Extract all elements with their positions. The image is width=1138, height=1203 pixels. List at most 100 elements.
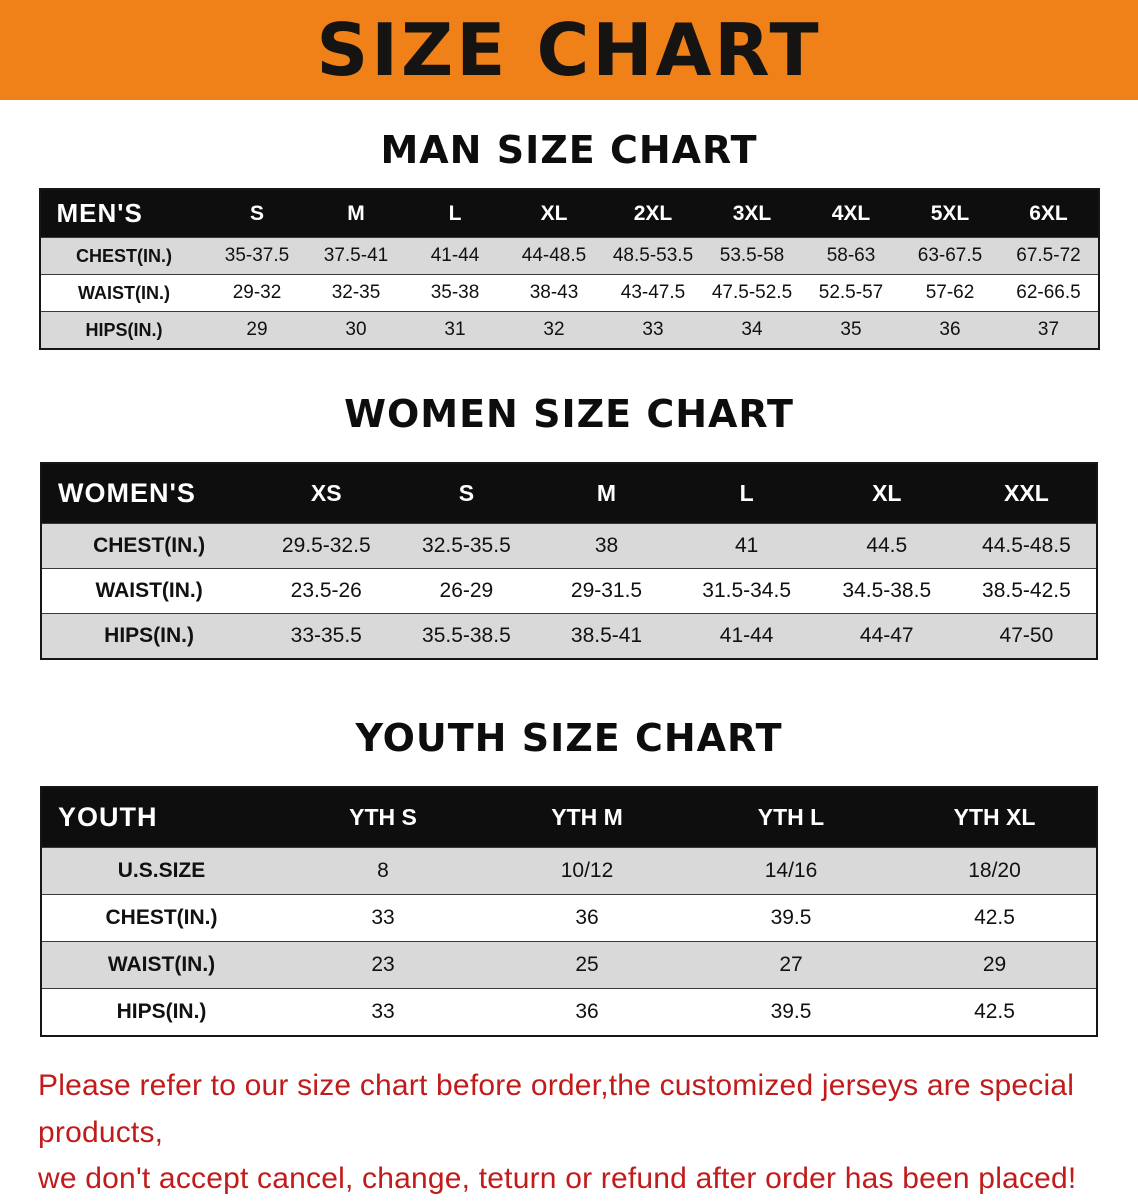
column-header: YTH L bbox=[689, 787, 893, 848]
table-row: WAIST(IN.) 23 25 27 29 bbox=[41, 941, 1097, 989]
size-cell: 35-38 bbox=[405, 274, 505, 312]
size-cell: 41-44 bbox=[405, 237, 505, 275]
size-cell: 31.5-34.5 bbox=[676, 568, 817, 614]
size-cell: 27 bbox=[689, 941, 893, 989]
table-row: HIPS(IN.) 29 30 31 32 33 34 35 36 37 bbox=[39, 311, 1099, 349]
size-cell: 33 bbox=[281, 894, 485, 942]
size-cell: 62-66.5 bbox=[999, 274, 1099, 312]
size-cell: 41-44 bbox=[676, 613, 817, 659]
size-cell: 47-50 bbox=[956, 613, 1097, 659]
column-header: M bbox=[536, 463, 677, 524]
size-cell: 36 bbox=[900, 311, 1000, 349]
youth-heading: YOUTH SIZE CHART bbox=[355, 716, 783, 760]
size-cell: 14/16 bbox=[689, 847, 893, 895]
table-row: WAIST(IN.) 23.5-26 26-29 29-31.5 31.5-34… bbox=[41, 568, 1097, 614]
column-header: XS bbox=[256, 463, 397, 524]
column-header: 2XL bbox=[603, 189, 703, 238]
size-cell: 37.5-41 bbox=[306, 237, 406, 275]
row-label: U.S.SIZE bbox=[41, 847, 281, 895]
women-header-row: WOMEN'S XS S M L XL XXL bbox=[41, 463, 1097, 524]
size-cell: 33-35.5 bbox=[256, 613, 397, 659]
row-label: WAIST(IN.) bbox=[41, 568, 257, 614]
row-label: HIPS(IN.) bbox=[39, 311, 208, 349]
column-header: S bbox=[396, 463, 537, 524]
table-row: CHEST(IN.) 33 36 39.5 42.5 bbox=[41, 894, 1097, 942]
size-cell: 32-35 bbox=[306, 274, 406, 312]
size-cell: 32.5-35.5 bbox=[396, 523, 537, 569]
size-cell: 57-62 bbox=[900, 274, 1000, 312]
table-row: U.S.SIZE 8 10/12 14/16 18/20 bbox=[41, 847, 1097, 895]
size-cell: 39.5 bbox=[689, 894, 893, 942]
size-cell: 33 bbox=[603, 311, 703, 349]
women-heading: WOMEN SIZE CHART bbox=[344, 392, 794, 436]
column-header: XL bbox=[504, 189, 604, 238]
row-label: WAIST(IN.) bbox=[39, 274, 208, 312]
row-label: CHEST(IN.) bbox=[39, 237, 208, 275]
column-header: 5XL bbox=[900, 189, 1000, 238]
size-cell: 33 bbox=[281, 988, 485, 1036]
column-header: YTH S bbox=[281, 787, 485, 848]
size-cell: 58-63 bbox=[801, 237, 901, 275]
size-cell: 23 bbox=[281, 941, 485, 989]
size-cell: 53.5-58 bbox=[702, 237, 802, 275]
size-cell: 35 bbox=[801, 311, 901, 349]
size-cell: 18/20 bbox=[893, 847, 1097, 895]
size-cell: 43-47.5 bbox=[603, 274, 703, 312]
size-cell: 30 bbox=[306, 311, 406, 349]
table-row: HIPS(IN.) 33-35.5 35.5-38.5 38.5-41 41-4… bbox=[41, 613, 1097, 659]
table-row: CHEST(IN.) 35-37.5 37.5-41 41-44 44-48.5… bbox=[39, 237, 1099, 275]
size-cell: 36 bbox=[485, 894, 689, 942]
column-header: YTH XL bbox=[893, 787, 1097, 848]
size-cell: 63-67.5 bbox=[900, 237, 1000, 275]
youth-table-title: YOUTH bbox=[41, 787, 281, 848]
men-section: MAN SIZE CHART MEN'S S M L XL 2XL 3XL 4X… bbox=[0, 128, 1138, 350]
men-heading: MAN SIZE CHART bbox=[380, 128, 758, 172]
disclaimer-line-2: we don't accept cancel, change, teturn o… bbox=[38, 1162, 1077, 1195]
size-cell: 29-31.5 bbox=[536, 568, 677, 614]
column-header: L bbox=[405, 189, 505, 238]
column-header: YTH M bbox=[485, 787, 689, 848]
row-label: HIPS(IN.) bbox=[41, 988, 281, 1036]
row-label: CHEST(IN.) bbox=[41, 894, 281, 942]
size-cell: 25 bbox=[485, 941, 689, 989]
size-cell: 35-37.5 bbox=[207, 237, 307, 275]
size-cell: 29.5-32.5 bbox=[256, 523, 397, 569]
size-cell: 47.5-52.5 bbox=[702, 274, 802, 312]
men-header-row: MEN'S S M L XL 2XL 3XL 4XL 5XL 6XL bbox=[39, 189, 1099, 238]
size-cell: 34 bbox=[702, 311, 802, 349]
women-section: WOMEN SIZE CHART WOMEN'S XS S M L XL XXL bbox=[0, 392, 1138, 660]
size-cell: 39.5 bbox=[689, 988, 893, 1036]
size-cell: 37 bbox=[999, 311, 1099, 349]
size-cell: 48.5-53.5 bbox=[603, 237, 703, 275]
women-size-table: WOMEN'S XS S M L XL XXL CHEST(IN.) 29.5-… bbox=[40, 462, 1098, 660]
row-label: WAIST(IN.) bbox=[41, 941, 281, 989]
disclaimer-line-1: Please refer to our size chart before or… bbox=[38, 1069, 1075, 1149]
size-cell: 38-43 bbox=[504, 274, 604, 312]
size-cell: 35.5-38.5 bbox=[396, 613, 537, 659]
column-header: M bbox=[306, 189, 406, 238]
column-header: 6XL bbox=[999, 189, 1099, 238]
men-size-table: MEN'S S M L XL 2XL 3XL 4XL 5XL 6XL CHEST… bbox=[38, 188, 1100, 350]
page-title: SIZE CHART bbox=[316, 8, 822, 92]
size-cell: 29 bbox=[207, 311, 307, 349]
size-cell: 29 bbox=[893, 941, 1097, 989]
disclaimer: Please refer to our size chart before or… bbox=[38, 1063, 1100, 1203]
column-header: XXL bbox=[956, 463, 1097, 524]
size-cell: 41 bbox=[676, 523, 817, 569]
column-header: 4XL bbox=[801, 189, 901, 238]
size-cell: 67.5-72 bbox=[999, 237, 1099, 275]
women-table-title: WOMEN'S bbox=[41, 463, 257, 524]
table-row: WAIST(IN.) 29-32 32-35 35-38 38-43 43-47… bbox=[39, 274, 1099, 312]
size-cell: 29-32 bbox=[207, 274, 307, 312]
size-cell: 32 bbox=[504, 311, 604, 349]
column-header: L bbox=[676, 463, 817, 524]
men-table-title: MEN'S bbox=[39, 189, 208, 238]
size-cell: 44-47 bbox=[816, 613, 957, 659]
size-cell: 36 bbox=[485, 988, 689, 1036]
column-header: 3XL bbox=[702, 189, 802, 238]
row-label: HIPS(IN.) bbox=[41, 613, 257, 659]
size-cell: 31 bbox=[405, 311, 505, 349]
table-row: CHEST(IN.) 29.5-32.5 32.5-35.5 38 41 44.… bbox=[41, 523, 1097, 569]
banner: SIZE CHART bbox=[0, 0, 1138, 100]
